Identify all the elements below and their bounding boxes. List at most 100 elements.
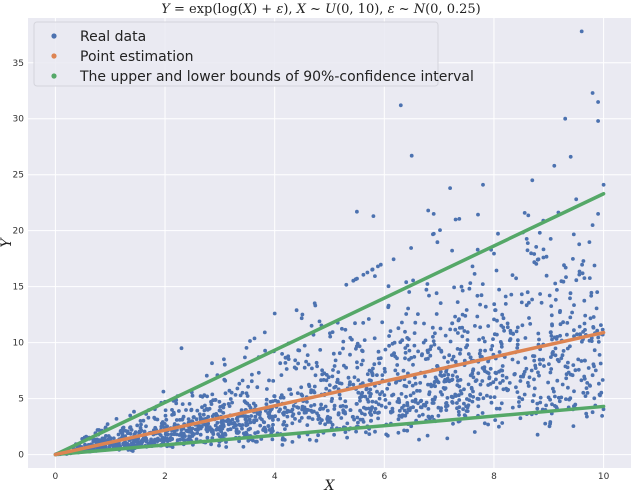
data-point bbox=[172, 412, 176, 417]
data-point bbox=[430, 401, 435, 405]
data-point bbox=[224, 445, 229, 449]
data-point bbox=[443, 333, 448, 338]
data-point bbox=[514, 385, 518, 390]
data-point bbox=[152, 415, 157, 420]
data-point bbox=[356, 390, 361, 395]
data-point bbox=[457, 413, 461, 417]
data-point bbox=[570, 310, 574, 315]
data-point bbox=[187, 434, 192, 439]
data-point bbox=[570, 373, 575, 378]
data-point bbox=[393, 354, 398, 359]
data-point bbox=[432, 342, 437, 347]
data-point bbox=[430, 414, 434, 419]
data-point bbox=[374, 400, 378, 404]
data-point bbox=[178, 437, 182, 442]
data-point bbox=[240, 390, 245, 395]
data-point bbox=[395, 372, 400, 376]
data-point bbox=[489, 347, 494, 352]
data-point bbox=[362, 338, 367, 342]
data-point bbox=[330, 330, 335, 334]
data-point bbox=[241, 444, 246, 449]
data-point bbox=[530, 399, 535, 404]
data-point bbox=[111, 436, 116, 441]
data-point bbox=[592, 263, 597, 268]
data-point bbox=[503, 294, 508, 299]
y-tick-label: 5 bbox=[18, 395, 24, 405]
data-point bbox=[351, 414, 355, 419]
data-point bbox=[456, 409, 461, 414]
data-point bbox=[536, 370, 540, 375]
data-point bbox=[341, 339, 346, 344]
data-point bbox=[535, 406, 540, 411]
data-point bbox=[251, 401, 256, 406]
data-point bbox=[445, 436, 450, 441]
data-point bbox=[429, 344, 433, 349]
data-point bbox=[515, 346, 520, 350]
data-point bbox=[523, 336, 528, 340]
data-point bbox=[501, 379, 505, 383]
data-point bbox=[405, 403, 410, 408]
data-point bbox=[385, 433, 390, 438]
data-point bbox=[426, 208, 431, 213]
data-point bbox=[316, 413, 321, 418]
data-point bbox=[596, 100, 600, 104]
data-point bbox=[221, 433, 225, 438]
data-point bbox=[297, 419, 302, 423]
data-point bbox=[426, 356, 430, 361]
data-point bbox=[195, 408, 200, 413]
data-point bbox=[451, 421, 455, 426]
data-point bbox=[411, 362, 415, 367]
data-point bbox=[499, 401, 504, 406]
data-point bbox=[494, 268, 499, 273]
data-point bbox=[291, 412, 296, 417]
data-point bbox=[223, 378, 228, 383]
data-point bbox=[324, 378, 329, 383]
data-point bbox=[280, 443, 285, 447]
data-point bbox=[415, 388, 419, 393]
data-point bbox=[444, 404, 448, 409]
data-point bbox=[387, 382, 391, 387]
y-tick-label: 25 bbox=[13, 171, 24, 181]
data-point bbox=[573, 368, 578, 373]
data-point bbox=[403, 356, 407, 361]
data-point bbox=[132, 409, 136, 414]
data-point bbox=[598, 361, 603, 366]
data-point bbox=[430, 325, 435, 330]
data-point bbox=[453, 217, 458, 222]
data-point bbox=[369, 413, 374, 417]
data-point bbox=[526, 380, 530, 385]
data-point bbox=[238, 393, 243, 398]
data-point bbox=[579, 29, 584, 34]
tick-labels: 0 2 4 6 8 10 0 5 10 15 20 25 30 35 bbox=[13, 59, 610, 482]
data-point bbox=[535, 432, 540, 437]
data-point bbox=[165, 424, 170, 429]
data-point bbox=[355, 415, 360, 420]
data-point bbox=[510, 405, 515, 410]
data-point bbox=[516, 360, 520, 365]
data-point bbox=[544, 403, 548, 408]
data-point bbox=[280, 437, 285, 442]
data-point bbox=[537, 230, 542, 235]
data-point bbox=[235, 386, 240, 391]
data-point bbox=[561, 320, 565, 325]
data-point bbox=[523, 356, 528, 360]
data-point bbox=[582, 276, 587, 280]
data-point bbox=[549, 313, 554, 318]
data-point bbox=[353, 321, 357, 326]
data-point bbox=[480, 379, 485, 383]
data-point bbox=[210, 430, 214, 434]
legend-label: Point estimation bbox=[80, 49, 194, 65]
data-point bbox=[492, 251, 496, 256]
data-point bbox=[209, 442, 214, 447]
data-point bbox=[469, 386, 474, 391]
data-point bbox=[385, 386, 390, 391]
data-point bbox=[588, 316, 593, 321]
data-point bbox=[242, 399, 247, 404]
data-point bbox=[212, 412, 216, 417]
data-point bbox=[442, 355, 447, 360]
data-point bbox=[450, 373, 455, 378]
data-point bbox=[245, 422, 250, 427]
x-tick-label: 0 bbox=[53, 472, 59, 482]
data-point bbox=[249, 379, 254, 384]
data-point bbox=[130, 449, 135, 453]
